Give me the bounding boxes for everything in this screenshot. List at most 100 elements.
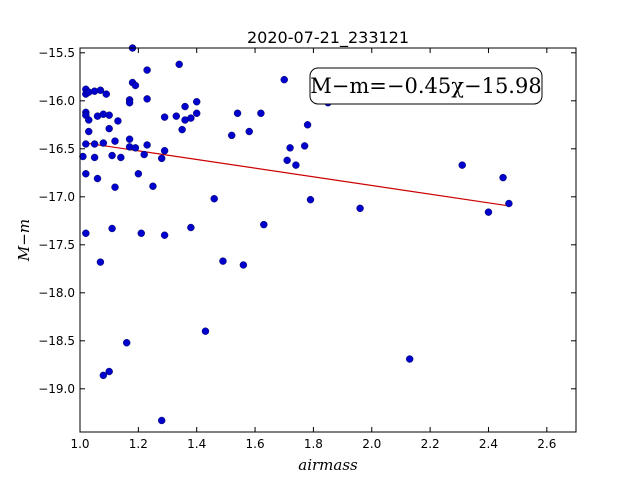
data-point <box>187 114 195 122</box>
y-tick-label: −17.5 <box>38 238 75 252</box>
fit-line <box>85 142 507 207</box>
data-point <box>131 81 140 90</box>
data-point <box>160 147 169 155</box>
data-point <box>239 261 248 269</box>
data-point <box>157 154 166 163</box>
data-point <box>82 170 90 178</box>
data-point <box>303 121 312 129</box>
data-point <box>178 125 186 134</box>
data-point <box>105 367 113 376</box>
data-point <box>193 109 201 117</box>
data-point <box>505 199 513 208</box>
data-point <box>79 152 87 161</box>
data-point <box>233 109 242 117</box>
x-tick-label: 2.2 <box>421 437 440 451</box>
data-point <box>405 355 414 363</box>
data-point <box>187 223 195 232</box>
data-point <box>99 371 108 380</box>
ticks-layer: 1.0 1.2 1.4 1.6 1.8 2.0 2.2 2.4 2.6 −15.5 −16.0 −16… <box>38 46 576 451</box>
data-point <box>108 224 116 233</box>
data-point <box>111 137 119 145</box>
data-point <box>201 327 210 335</box>
x-tick-label: 1.0 <box>70 437 89 451</box>
data-point <box>175 60 183 69</box>
data-point <box>245 127 253 136</box>
x-tick-label: 1.6 <box>246 437 265 451</box>
chart-title: 2020-07-21_233121 <box>247 28 409 48</box>
x-tick-label: 2.4 <box>479 437 498 451</box>
data-point <box>82 229 90 237</box>
data-point <box>102 90 110 98</box>
data-point <box>160 231 169 239</box>
y-tick-label: −15.5 <box>38 46 75 60</box>
data-point <box>134 170 143 178</box>
data-point <box>140 150 148 159</box>
data-point <box>114 117 122 125</box>
x-tick-label: 1.4 <box>187 437 206 451</box>
data-point <box>108 151 116 160</box>
y-tick-label: −17.0 <box>38 190 75 204</box>
x-tick-label: 1.8 <box>304 437 323 451</box>
y-tick-label: −19.0 <box>38 382 75 396</box>
data-point <box>172 112 180 120</box>
data-point <box>125 99 134 107</box>
data-point <box>283 156 291 165</box>
data-point <box>306 195 315 204</box>
data-point <box>458 161 466 169</box>
y-axis-label: M−m <box>15 219 33 262</box>
x-tick-label: 1.2 <box>129 437 148 451</box>
data-point <box>125 135 134 143</box>
data-point <box>499 173 507 182</box>
data-point <box>160 113 169 121</box>
points-layer <box>79 44 513 425</box>
data-point <box>300 142 309 150</box>
data-point <box>143 141 151 149</box>
data-point <box>90 140 99 148</box>
data-point <box>90 153 99 162</box>
data-point <box>143 95 151 103</box>
y-tick-label: −18.5 <box>38 334 75 348</box>
data-point <box>181 102 189 111</box>
data-point <box>85 116 93 124</box>
y-tick-label: −18.0 <box>38 286 75 300</box>
plot-frame-border <box>79 47 577 433</box>
data-point <box>96 86 105 94</box>
data-point <box>149 182 157 190</box>
data-point <box>356 204 364 213</box>
data-point <box>117 153 125 162</box>
data-point <box>260 220 268 229</box>
data-point <box>193 98 201 106</box>
data-point <box>157 416 166 425</box>
y-tick-label: −16.0 <box>38 94 75 108</box>
data-point <box>96 258 105 266</box>
data-point <box>105 111 113 119</box>
data-point <box>137 229 145 237</box>
data-point <box>257 109 265 117</box>
plot-area <box>80 48 576 432</box>
data-point <box>82 140 90 148</box>
fit-line-layer <box>85 142 507 207</box>
x-tick-label: 2.6 <box>537 437 556 451</box>
annotation-text: M−m=−0.45χ−15.98 <box>310 74 541 98</box>
fit-annotation: M−m=−0.45χ−15.98 <box>309 67 543 105</box>
data-point <box>286 144 294 152</box>
data-point <box>210 195 218 203</box>
data-point <box>93 174 102 183</box>
annotation-box <box>309 67 543 105</box>
x-tick-label: 2.0 <box>362 437 381 451</box>
data-point <box>122 339 131 347</box>
data-point <box>280 75 288 84</box>
data-point <box>219 257 227 265</box>
data-point <box>99 139 108 147</box>
y-tick-label: −16.5 <box>38 142 75 156</box>
data-point <box>292 161 300 169</box>
data-point <box>228 131 236 140</box>
data-point <box>105 124 113 133</box>
data-point <box>131 144 140 152</box>
data-point <box>484 208 493 216</box>
data-point <box>85 127 93 136</box>
data-point <box>111 183 119 191</box>
data-point <box>143 66 151 74</box>
x-axis-label: airmass <box>298 456 358 474</box>
